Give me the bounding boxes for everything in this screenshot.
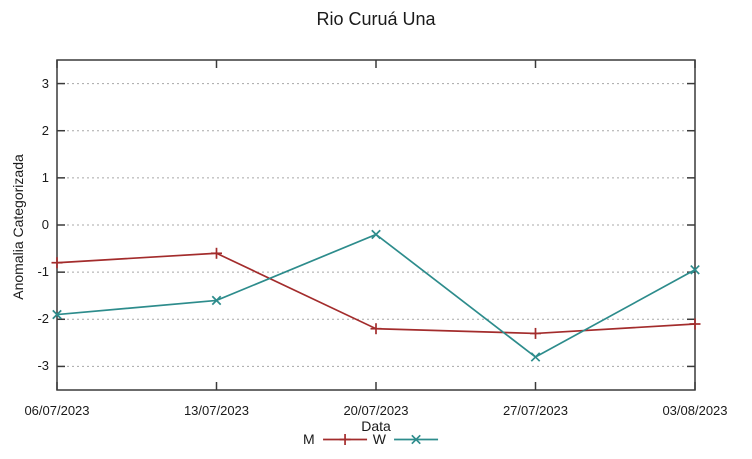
y-tick-label: -2 xyxy=(37,311,49,327)
x-tick-label: 06/07/2023 xyxy=(24,403,90,418)
y-tick-label: 2 xyxy=(41,122,49,138)
y-tick-label: 0 xyxy=(41,217,49,232)
x-tick-label: 27/07/2023 xyxy=(502,403,569,418)
legend-item-w: W xyxy=(373,431,439,447)
legend-label-m: M xyxy=(303,431,315,447)
legend-label-w: W xyxy=(372,431,386,447)
x-tick-label: 03/08/2023 xyxy=(662,403,728,418)
x-axis-label: Data xyxy=(361,418,391,434)
y-tick-label: -1 xyxy=(37,264,49,280)
x-tick-label: 20/07/2023 xyxy=(343,403,409,418)
legend: M W xyxy=(303,431,439,447)
y-tick-label: 1 xyxy=(41,169,49,185)
y-tick-label: -3 xyxy=(37,358,49,374)
legend-line-plus-icon xyxy=(322,433,367,445)
y-tick-label: 3 xyxy=(41,75,49,91)
chart-title: Rio Curuá Una xyxy=(316,9,436,29)
x-tick-label: 13/07/2023 xyxy=(183,403,250,418)
legend-line-cross-icon xyxy=(393,434,438,444)
legend-item-m: M xyxy=(303,431,368,447)
